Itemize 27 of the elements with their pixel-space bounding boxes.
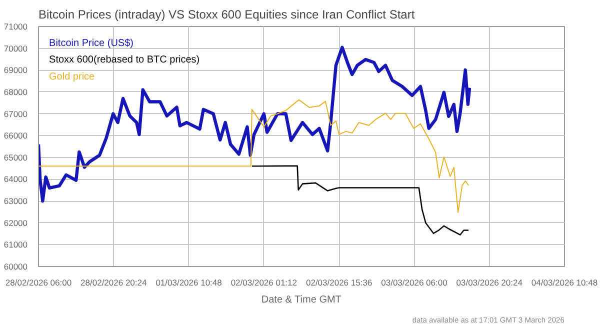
y-tick-label: 69000 (4, 65, 28, 76)
x-tick-label: 03/03/2026 06:00 (381, 278, 448, 288)
x-tick-label: 28/02/2026 20:24 (80, 278, 147, 288)
y-tick-label: 60000 (4, 262, 28, 272)
line-series (251, 165, 470, 236)
y-tick-label: 67000 (4, 108, 28, 119)
y-tick-label: 66000 (4, 130, 28, 141)
y-tick-label: 62000 (4, 218, 28, 228)
text: Bitcoin Price (US$) (49, 38, 134, 49)
text: Gold price (49, 71, 96, 82)
y-tick-label: 65000 (4, 152, 28, 162)
x-tick-label: 02/03/2026 01:12 (230, 278, 298, 288)
x-axis-title: Date & Time GMT (261, 294, 342, 306)
y-tick-label: 64000 (4, 174, 28, 184)
y-tick-label: 71000 (4, 22, 28, 32)
x-tick-label: 28/02/2026 06:00 (5, 278, 72, 288)
line-series (38, 99, 469, 213)
x-tick-label: 03/03/2026 20:24 (456, 278, 523, 288)
x-tick-label: 01/03/2026 10:48 (156, 278, 222, 288)
x-tick-label: 02/03/2026 15:36 (306, 278, 372, 288)
text: Stoxx 600(rebased to BTC prices) (49, 54, 200, 66)
y-tick-label: 70000 (4, 43, 28, 54)
y-tick-label: 63000 (4, 196, 28, 206)
y-tick-label: 61000 (4, 240, 28, 250)
x-tick-label: 04/03/2026 10:48 (531, 278, 598, 288)
chart-title: Bitcoin Prices (intraday) VS Stoxx 600 Equities since Iran Conflict Start (38, 8, 416, 22)
y-tick-label: 68000 (4, 86, 28, 97)
